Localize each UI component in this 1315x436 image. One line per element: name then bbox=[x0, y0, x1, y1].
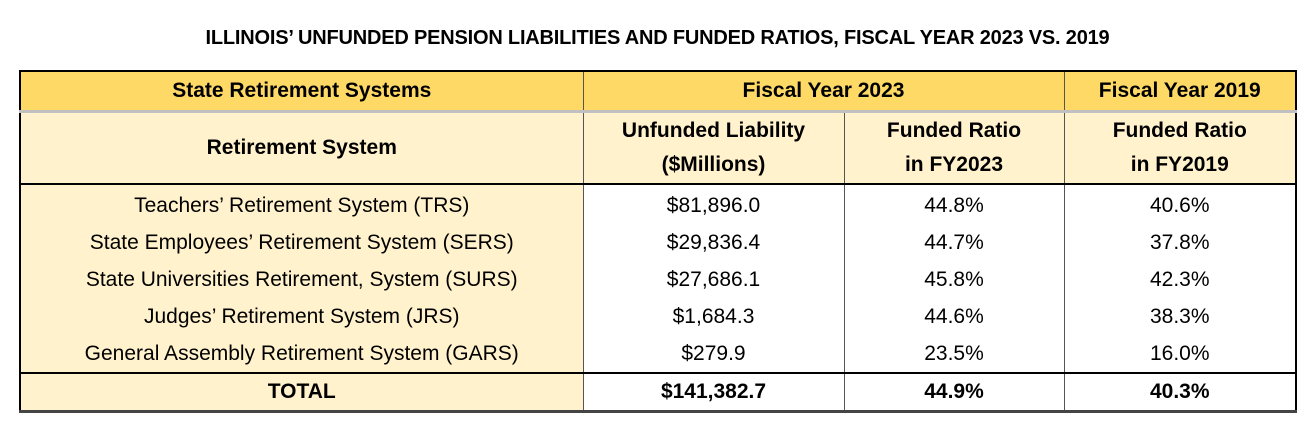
cell-fr2019: 37.8% bbox=[1063, 224, 1298, 261]
cell-unfunded: $279.9 bbox=[582, 335, 845, 373]
cell-unfunded: $1,684.3 bbox=[582, 298, 845, 335]
cell-fr2023: 44.7% bbox=[843, 224, 1065, 261]
cell-system: State Universities Retirement, System (S… bbox=[19, 261, 584, 298]
cell-fr2023: 44.8% bbox=[843, 184, 1065, 224]
table-row: State Employees’ Retirement System (SERS… bbox=[19, 224, 1298, 261]
page-title: ILLINOIS’ UNFUNDED PENSION LIABILITIES A… bbox=[205, 27, 1110, 49]
total-unfunded: $141,382.7 bbox=[582, 372, 845, 413]
cell-system: Judges’ Retirement System (JRS) bbox=[19, 298, 584, 335]
group-header-fy2023: Fiscal Year 2023 bbox=[582, 70, 1065, 113]
group-header-state-systems: State Retirement Systems bbox=[19, 70, 584, 113]
cell-fr2019: 40.6% bbox=[1063, 184, 1298, 224]
cell-fr2023: 23.5% bbox=[843, 335, 1065, 373]
cell-system: General Assembly Retirement System (GARS… bbox=[19, 335, 584, 373]
cell-unfunded: $81,896.0 bbox=[582, 184, 845, 224]
column-header-label: Funded Ratio bbox=[886, 119, 1022, 142]
column-header-label: Funded Ratio bbox=[1112, 119, 1247, 142]
column-header-unfunded: Unfunded Liability ($Millions) bbox=[582, 111, 845, 185]
cell-fr2023: 44.6% bbox=[843, 298, 1065, 335]
column-header-row: Retirement System Unfunded Liability ($Mi… bbox=[19, 111, 1298, 185]
group-header-fy2019: Fiscal Year 2019 bbox=[1063, 70, 1298, 113]
cell-fr2019: 38.3% bbox=[1063, 298, 1298, 335]
cell-unfunded: $29,836.4 bbox=[582, 224, 845, 261]
table-row: General Assembly Retirement System (GARS… bbox=[19, 335, 1298, 373]
column-header-sublabel: ($Millions) bbox=[661, 153, 766, 176]
column-header-system: Retirement System bbox=[19, 111, 584, 185]
total-fr2023: 44.9% bbox=[843, 372, 1065, 413]
column-header-label: Unfunded Liability bbox=[621, 119, 806, 142]
column-header-fr2019: Funded Ratio in FY2019 bbox=[1063, 111, 1298, 185]
column-header-sublabel: in FY2023 bbox=[904, 153, 1004, 176]
group-header-row: State Retirement Systems Fiscal Year 202… bbox=[19, 70, 1298, 113]
column-header-label: Retirement System bbox=[206, 136, 397, 159]
table-row: State Universities Retirement, System (S… bbox=[19, 261, 1298, 298]
total-label: TOTAL bbox=[19, 372, 584, 413]
table-row: Judges’ Retirement System (JRS) $1,684.3… bbox=[19, 298, 1298, 335]
total-row: TOTAL $141,382.7 44.9% 40.3% bbox=[19, 372, 1298, 413]
cell-fr2019: 16.0% bbox=[1063, 335, 1298, 373]
cell-fr2023: 45.8% bbox=[843, 261, 1065, 298]
column-header-fr2023: Funded Ratio in FY2023 bbox=[843, 111, 1065, 185]
pension-table: State Retirement Systems Fiscal Year 202… bbox=[19, 70, 1298, 413]
cell-fr2019: 42.3% bbox=[1063, 261, 1298, 298]
table-row: Teachers’ Retirement System (TRS) $81,89… bbox=[19, 184, 1298, 224]
cell-system: Teachers’ Retirement System (TRS) bbox=[19, 184, 584, 224]
column-header-sublabel: in FY2019 bbox=[1130, 153, 1229, 176]
total-fr2019: 40.3% bbox=[1063, 372, 1298, 413]
cell-system: State Employees’ Retirement System (SERS… bbox=[19, 224, 584, 261]
cell-unfunded: $27,686.1 bbox=[582, 261, 845, 298]
